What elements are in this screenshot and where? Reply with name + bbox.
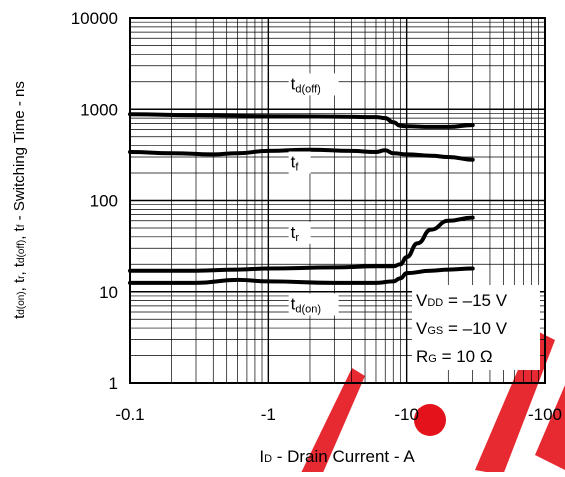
annotation-box bbox=[412, 285, 540, 370]
x-tick-label: -10 bbox=[394, 405, 419, 424]
y-tick-label: 10000 bbox=[71, 9, 118, 28]
series-label-bg bbox=[288, 221, 311, 244]
tick-labels: -0.1 -1 -10 -100 1 10 100 1000 10000 bbox=[71, 9, 562, 424]
condition-annotation: VDD = –15 V bbox=[416, 291, 508, 310]
series-label-bg bbox=[288, 293, 339, 316]
x-axis-title: ID - Drain Current - A bbox=[259, 447, 415, 466]
y-tick-label: 1000 bbox=[80, 100, 118, 119]
x-tick-label: -1 bbox=[261, 405, 276, 424]
y-axis-title: td(on), tr, td(off), tf - Switching Time… bbox=[11, 81, 28, 319]
watermark-dot bbox=[414, 404, 446, 436]
series-label-bg bbox=[288, 73, 339, 96]
series-line-tr bbox=[128, 215, 475, 273]
plot-border bbox=[129, 17, 546, 384]
watermark-stroke bbox=[300, 368, 365, 475]
series-line-tdon bbox=[128, 266, 475, 285]
condition-annotation: RG = 10 Ω bbox=[416, 347, 493, 366]
series-line-tdoff bbox=[128, 112, 475, 129]
series-group bbox=[128, 112, 475, 285]
series-labels: td(off)​ tf​ tr​ td(on)​ bbox=[288, 73, 339, 316]
watermark-stroke bbox=[535, 385, 565, 470]
series-label-tr: tr​ bbox=[291, 223, 300, 244]
x-tick-label: -0.1 bbox=[115, 405, 144, 424]
series-label-tf: tf​ bbox=[291, 152, 300, 173]
condition-annotations: VDD = –15 V VGS = –10 V RG = 10 Ω bbox=[412, 285, 540, 370]
axis-titles: ID - Drain Current - A td(on), tr, td(off… bbox=[11, 81, 415, 466]
plot-frame bbox=[129, 17, 546, 384]
y-tick-label: 1 bbox=[109, 374, 118, 393]
series-label-bg bbox=[288, 151, 311, 174]
y-tick-label: 10 bbox=[99, 283, 118, 302]
x-tick-label: -100 bbox=[528, 405, 562, 424]
y-tick-label: 100 bbox=[90, 192, 118, 211]
series-label-tdon: td(on)​ bbox=[291, 294, 321, 315]
condition-annotation: VGS = –10 V bbox=[416, 319, 508, 338]
series-line-tf bbox=[128, 147, 475, 162]
series-label-tdoff: td(off)​ bbox=[291, 74, 321, 95]
